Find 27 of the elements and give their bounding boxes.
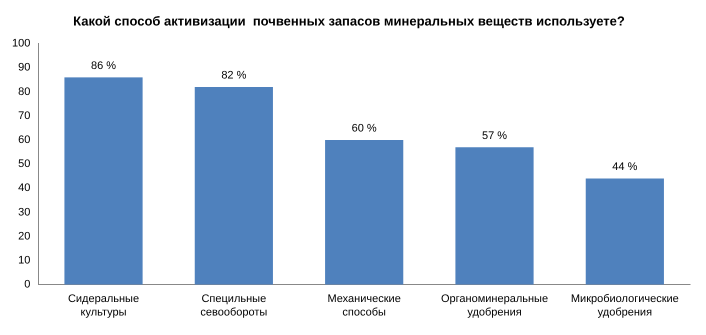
x-tick-label: Специльные севообороты bbox=[200, 293, 268, 318]
x-tick-label: Механические способы bbox=[328, 293, 401, 318]
y-tick-label: 30 bbox=[18, 206, 30, 218]
data-label: 60 % bbox=[352, 122, 377, 135]
x-tick-label: Микробиологические удобрения bbox=[570, 293, 679, 318]
y-tick-label: 70 bbox=[18, 110, 30, 122]
y-tick-label: 10 bbox=[18, 254, 30, 267]
data-label: 57 % bbox=[482, 130, 508, 142]
bar bbox=[455, 147, 534, 285]
data-label: 44 % bbox=[612, 161, 638, 174]
x-tick-label: Органоминеральные удобрения bbox=[440, 293, 548, 318]
x-tick-label: Сидеральные культуры bbox=[68, 293, 140, 318]
y-tick-label: 20 bbox=[18, 230, 30, 242]
y-tick-label: 90 bbox=[18, 62, 30, 74]
bar bbox=[586, 178, 664, 285]
y-tick-label: 60 bbox=[18, 134, 30, 146]
y-tick-label: 0 bbox=[24, 278, 30, 291]
bar bbox=[325, 140, 404, 285]
y-tick-label: 100 bbox=[12, 38, 30, 50]
bar bbox=[64, 77, 143, 285]
y-tick-label: 50 bbox=[18, 158, 30, 170]
bar bbox=[194, 86, 273, 285]
data-label: 82 % bbox=[221, 70, 247, 82]
y-tick-label: 40 bbox=[18, 182, 30, 194]
chart-title: Какой способ активизации почвенных запасов минеральных веществ используете? bbox=[73, 13, 625, 28]
y-tick-label: 80 bbox=[18, 86, 30, 98]
data-label: 86 % bbox=[90, 60, 116, 72]
